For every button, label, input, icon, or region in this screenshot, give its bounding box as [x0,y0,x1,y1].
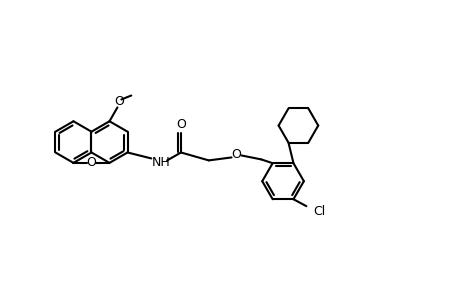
Text: NH: NH [151,156,170,169]
Text: O: O [176,118,185,131]
Text: O: O [114,95,124,108]
Text: O: O [231,148,241,161]
Text: O: O [86,156,96,170]
Text: Cl: Cl [313,205,325,218]
